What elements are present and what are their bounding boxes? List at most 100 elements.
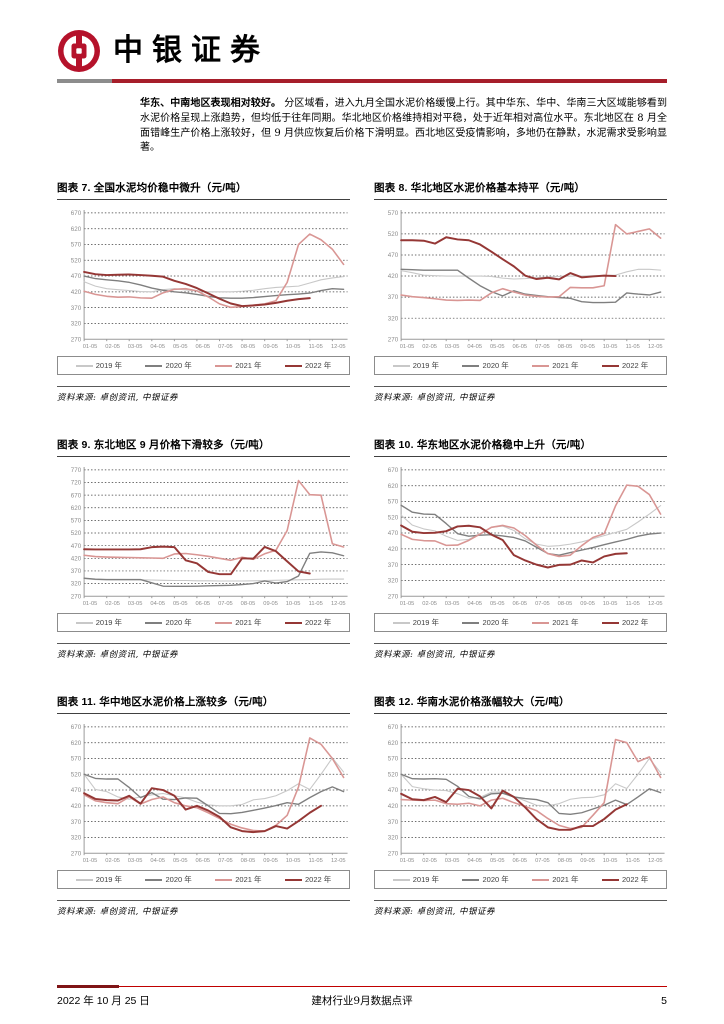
x-tick-label: 04-05 — [467, 858, 482, 864]
x-tick-label: 05-05 — [173, 601, 188, 607]
y-tick-label: 520 — [71, 530, 82, 537]
source-divider — [57, 900, 350, 902]
summary-paragraph: 华东、中南地区表现相对较好。 分区域看，进入九月全国水泥价格缓慢上行。其中华东、… — [140, 97, 667, 156]
series-line-2020 年 — [400, 268, 662, 304]
legend-item: 2019 年 — [75, 874, 122, 885]
x-tick-label: 11-05 — [309, 858, 323, 864]
legend-swatch — [284, 622, 302, 625]
line-chart: 270 320 370 420 470 520 570 620 670 720 770 01-05 02… — [71, 467, 348, 607]
y-tick-label: 670 — [388, 724, 399, 731]
x-tick-label: 07-05 — [218, 344, 233, 350]
legend-item: 2020 年 — [462, 617, 509, 628]
x-tick-label: 04-05 — [467, 601, 482, 607]
series-line-2019 年 — [83, 276, 345, 293]
x-tick-label: 06-05 — [512, 858, 527, 864]
source-note: 资料来源: 卓创资讯, 中银证券 — [374, 650, 495, 661]
x-tick-label: 07-05 — [535, 344, 550, 350]
legend-label: 2021 年 — [235, 361, 262, 371]
legend-item: 2019 年 — [75, 617, 123, 628]
legend-swatch — [215, 622, 233, 625]
x-tick-label: 12-05 — [648, 858, 663, 864]
legend-swatch — [284, 879, 302, 882]
footer-page-number: 5 — [661, 995, 667, 1007]
legend-swatch — [392, 622, 410, 625]
legend-label: 2021 年 — [235, 618, 262, 628]
chart-legend: 2019 年 2020 年 2021 年 2022 年 — [57, 613, 350, 633]
x-tick-label: 07-05 — [218, 601, 233, 607]
line-chart: 270 320 370 420 470 520 570 620 670 01-05 02-05 03-… — [71, 724, 348, 864]
y-tick-label: 270 — [71, 851, 82, 858]
header-divider-red — [112, 79, 667, 83]
legend-label: 2022 年 — [621, 875, 649, 885]
legend-label: 2019 年 — [95, 618, 123, 628]
legend-label: 2020 年 — [482, 361, 509, 371]
y-tick-label: 470 — [388, 252, 399, 259]
legend-label: 2022 年 — [621, 361, 649, 371]
y-tick-label: 270 — [71, 337, 82, 344]
y-tick-label: 320 — [388, 578, 399, 585]
x-tick-label: 03-05 — [128, 858, 143, 864]
brand-row: 中银证券 — [57, 28, 667, 74]
legend-label: 2022 年 — [304, 618, 332, 628]
y-tick-label: 570 — [388, 756, 399, 763]
x-tick-label: 04-05 — [467, 344, 482, 350]
y-tick-label: 670 — [71, 724, 82, 731]
x-tick-label: 09-05 — [263, 601, 278, 607]
footer-date: 2022 年 10 月 25 日 — [57, 995, 150, 1007]
source-note: 资料来源: 卓创资讯, 中银证券 — [57, 907, 178, 918]
x-tick-label: 01-05 — [83, 601, 98, 607]
y-tick-label: 720 — [71, 480, 82, 487]
legend-label: 2020 年 — [482, 618, 509, 628]
y-tick-label: 570 — [388, 210, 399, 217]
x-tick-label: 10-05 — [603, 344, 618, 350]
y-tick-label: 270 — [388, 594, 399, 601]
y-tick-label: 270 — [388, 337, 399, 344]
x-tick-label: 03-05 — [128, 601, 143, 607]
x-tick-label: 06-05 — [512, 344, 527, 350]
x-tick-label: 03-05 — [128, 344, 143, 350]
legend-item: 2022 年 — [284, 360, 332, 371]
legend-swatch — [532, 365, 550, 368]
y-tick-label: 370 — [388, 562, 399, 569]
legend-item: 2022 年 — [284, 617, 332, 628]
footer: 2022 年 10 月 25 日 建材行业9月数据点评 5 — [57, 985, 667, 1008]
x-tick-label: 05-05 — [490, 601, 505, 607]
figure-title: 图表 8. 华北地区水泥价格基本持平（元/吨） — [374, 180, 667, 201]
y-tick-label: 670 — [71, 493, 82, 500]
legend-swatch — [75, 879, 93, 882]
x-tick-label: 08-05 — [241, 601, 256, 607]
x-tick-label: 01-05 — [400, 858, 415, 864]
x-tick-label: 12-05 — [648, 601, 663, 607]
source-divider — [57, 643, 350, 645]
legend-label: 2019 年 — [412, 361, 440, 371]
footer-divider-line — [57, 986, 667, 988]
series-line-2021 年 — [83, 737, 345, 833]
legend-swatch — [75, 365, 93, 368]
legend-item: 2020 年 — [462, 360, 509, 371]
legend-label: 2022 年 — [621, 618, 649, 628]
y-tick-label: 270 — [388, 851, 399, 858]
figure-title: 图表 9. 东北地区 9 月价格下滑较多（元/吨） — [57, 437, 350, 458]
legend-swatch — [215, 365, 233, 368]
x-tick-label: 08-05 — [558, 601, 573, 607]
y-tick-label: 420 — [388, 546, 399, 553]
y-tick-label: 420 — [71, 556, 82, 563]
legend-label: 2019 年 — [412, 618, 440, 628]
legend-label: 2021 年 — [235, 875, 262, 885]
y-tick-label: 520 — [71, 258, 82, 265]
footer-divider — [57, 985, 667, 988]
source-note: 资料来源: 卓创资讯, 中银证券 — [374, 393, 495, 404]
legend-label: 2022 年 — [304, 361, 332, 371]
legend-item: 2021 年 — [215, 617, 262, 628]
y-tick-label: 620 — [71, 226, 82, 233]
legend-item: 2021 年 — [215, 360, 262, 371]
series-line-2020 年 — [83, 773, 345, 815]
legend-item: 2019 年 — [75, 360, 122, 371]
legend-item: 2021 年 — [532, 617, 579, 628]
x-tick-label: 05-05 — [490, 344, 505, 350]
series-line-2019 年 — [400, 505, 662, 548]
legend-item: 2019 年 — [392, 874, 439, 885]
summary-body: 分区域看，进入九月全国水泥价格缓慢上行。其中华东、华中、华南三大区域能够看到水泥… — [140, 98, 668, 154]
figure-chart-10: 图表 10. 华东地区水泥价格稳中上升（元/吨） 270 320 370 420 470… — [374, 437, 667, 660]
